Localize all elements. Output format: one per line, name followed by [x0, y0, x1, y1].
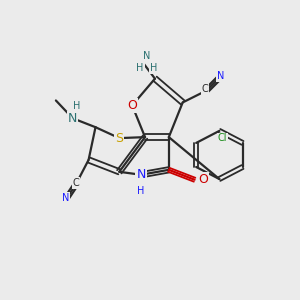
- Text: N: N: [143, 51, 150, 61]
- Text: N: N: [136, 168, 146, 181]
- Text: Cl: Cl: [218, 133, 227, 143]
- Text: O: O: [198, 173, 208, 186]
- Text: N: N: [62, 193, 70, 203]
- Text: H: H: [74, 101, 81, 111]
- Text: H: H: [150, 63, 157, 73]
- Text: H: H: [137, 186, 145, 196]
- Text: N: N: [68, 112, 77, 125]
- Text: O: O: [127, 99, 137, 112]
- Text: C: C: [202, 84, 208, 94]
- Text: S: S: [115, 132, 123, 145]
- Text: N: N: [217, 71, 224, 81]
- Text: C: C: [73, 178, 80, 188]
- Text: H: H: [136, 63, 144, 73]
